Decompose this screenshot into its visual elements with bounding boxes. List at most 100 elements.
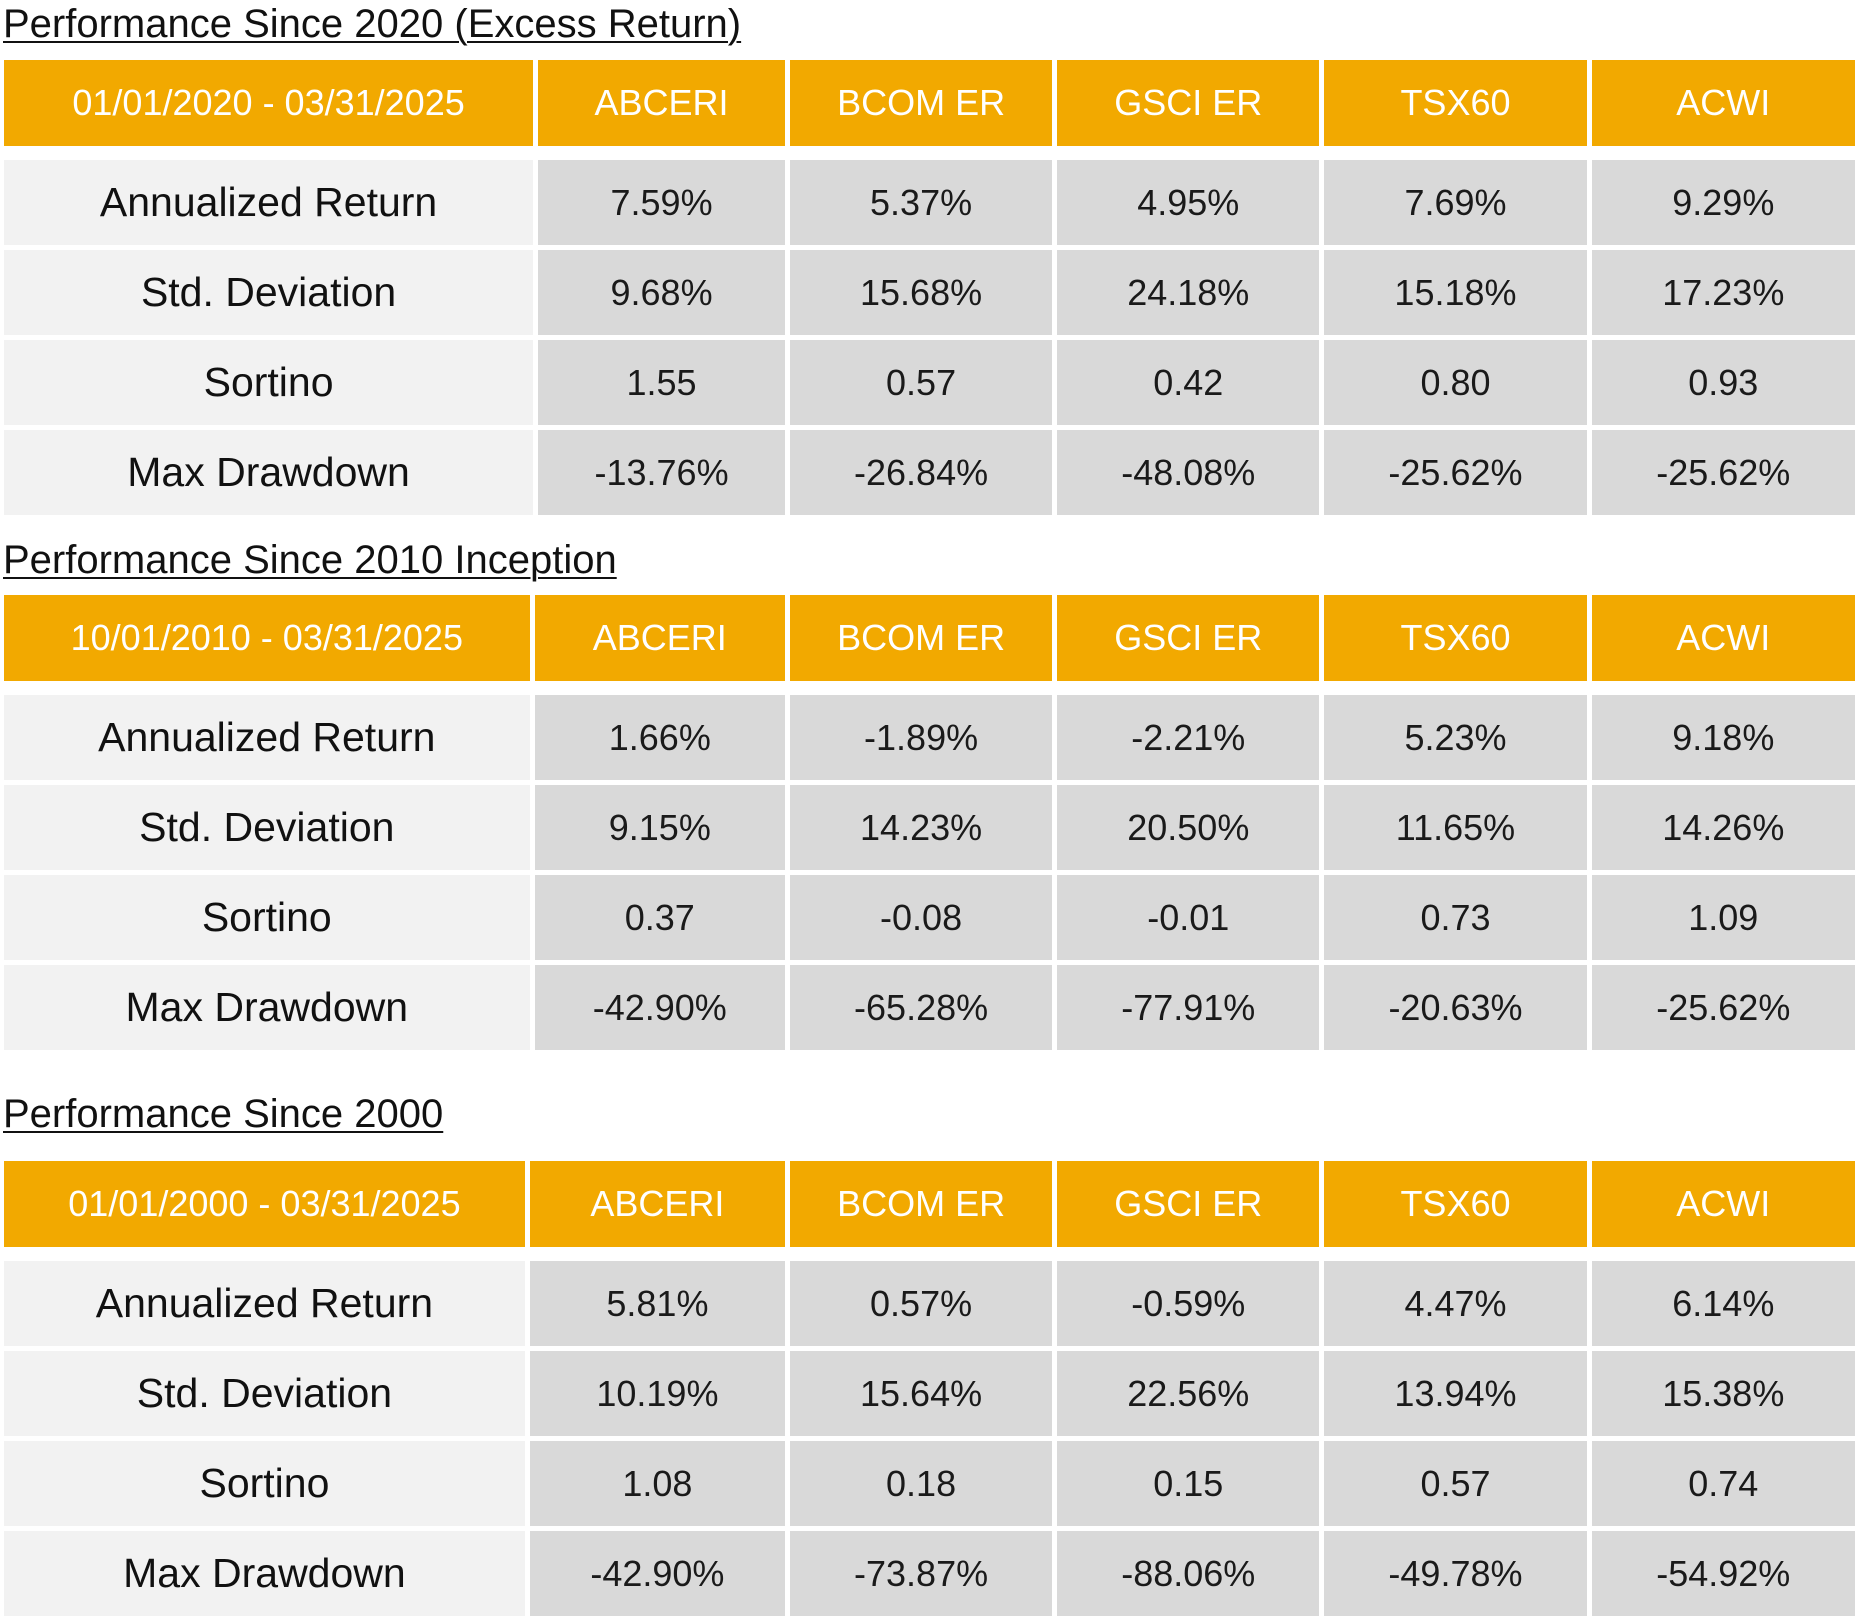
column-header-bcom-er: BCOM ER: [789, 60, 1053, 146]
value-cell: 20.50%: [1057, 785, 1320, 870]
value-cell: -54.92%: [1591, 1531, 1855, 1616]
value-cell: 1.09: [1591, 875, 1855, 960]
value-cell: 0.80: [1324, 340, 1587, 425]
value-cell: 17.23%: [1591, 250, 1855, 335]
row-label: Std. Deviation: [4, 1351, 525, 1436]
value-cell: 9.15%: [534, 785, 785, 870]
row-label: Sortino: [4, 1441, 525, 1526]
value-cell: 10.19%: [529, 1351, 785, 1436]
value-cell: -1.89%: [789, 695, 1053, 780]
value-cell: 6.14%: [1591, 1261, 1855, 1346]
table-header-row: 01/01/2020 - 03/31/2025 ABCERI BCOM ER G…: [4, 60, 1855, 146]
value-cell: -0.01: [1057, 875, 1320, 960]
row-label: Max Drawdown: [4, 430, 534, 515]
column-header-tsx60: TSX60: [1324, 60, 1587, 146]
value-cell: 0.93: [1591, 340, 1855, 425]
row-label: Annualized Return: [4, 160, 534, 245]
row-label: Sortino: [4, 875, 530, 960]
value-cell: -77.91%: [1057, 965, 1320, 1050]
column-header-gsci-er: GSCI ER: [1057, 60, 1320, 146]
section-title-2000: Performance Since 2000: [3, 1092, 444, 1136]
table-row: Sortino 1.08 0.18 0.15 0.57 0.74: [4, 1441, 1855, 1526]
table-row: Sortino 0.37 -0.08 -0.01 0.73 1.09: [4, 875, 1855, 960]
value-cell: 9.18%: [1591, 695, 1855, 780]
row-label: Annualized Return: [4, 1261, 525, 1346]
row-label: Sortino: [4, 340, 534, 425]
value-cell: 15.64%: [789, 1351, 1053, 1436]
value-cell: 1.08: [529, 1441, 785, 1526]
value-cell: -13.76%: [538, 430, 785, 515]
column-header-acwi: ACWI: [1591, 595, 1855, 681]
table-row: Max Drawdown -42.90% -73.87% -88.06% -49…: [4, 1531, 1855, 1616]
value-cell: -65.28%: [789, 965, 1053, 1050]
value-cell: -25.62%: [1591, 430, 1855, 515]
value-cell: 0.42: [1057, 340, 1320, 425]
value-cell: -20.63%: [1324, 965, 1587, 1050]
value-cell: 14.23%: [789, 785, 1053, 870]
value-cell: -0.59%: [1057, 1261, 1320, 1346]
value-cell: 7.69%: [1324, 160, 1587, 245]
value-cell: 1.66%: [534, 695, 785, 780]
table-row: Std. Deviation 9.68% 15.68% 24.18% 15.18…: [4, 250, 1855, 335]
value-cell: 5.23%: [1324, 695, 1587, 780]
value-cell: 4.47%: [1324, 1261, 1587, 1346]
table-row: Annualized Return 1.66% -1.89% -2.21% 5.…: [4, 695, 1855, 780]
value-cell: -0.08: [789, 875, 1053, 960]
value-cell: 13.94%: [1324, 1351, 1587, 1436]
column-header-gsci-er: GSCI ER: [1057, 1161, 1320, 1247]
value-cell: 15.68%: [789, 250, 1053, 335]
column-header-gsci-er: GSCI ER: [1057, 595, 1320, 681]
value-cell: -42.90%: [529, 1531, 785, 1616]
value-cell: -26.84%: [789, 430, 1053, 515]
column-header-abceri: ABCERI: [538, 60, 785, 146]
value-cell: 15.18%: [1324, 250, 1587, 335]
table-row: Std. Deviation 10.19% 15.64% 22.56% 13.9…: [4, 1351, 1855, 1436]
value-cell: 5.81%: [529, 1261, 785, 1346]
value-cell: -25.62%: [1324, 430, 1587, 515]
value-cell: 0.37: [534, 875, 785, 960]
table-row: Std. Deviation 9.15% 14.23% 20.50% 11.65…: [4, 785, 1855, 870]
table-header-row: 01/01/2000 - 03/31/2025 ABCERI BCOM ER G…: [4, 1161, 1855, 1247]
table-row: Max Drawdown -42.90% -65.28% -77.91% -20…: [4, 965, 1855, 1050]
column-header-acwi: ACWI: [1591, 1161, 1855, 1247]
column-header-acwi: ACWI: [1591, 60, 1855, 146]
value-cell: 22.56%: [1057, 1351, 1320, 1436]
period-header: 10/01/2010 - 03/31/2025: [4, 595, 530, 681]
section-title-2010: Performance Since 2010 Inception: [3, 538, 617, 582]
row-label: Std. Deviation: [4, 785, 530, 870]
value-cell: -25.62%: [1591, 965, 1855, 1050]
value-cell: 4.95%: [1057, 160, 1320, 245]
row-label: Annualized Return: [4, 695, 530, 780]
row-label: Std. Deviation: [4, 250, 534, 335]
value-cell: 1.55: [538, 340, 785, 425]
value-cell: 0.57%: [789, 1261, 1053, 1346]
row-label: Max Drawdown: [4, 965, 530, 1050]
value-cell: 0.57: [789, 340, 1053, 425]
value-cell: -2.21%: [1057, 695, 1320, 780]
value-cell: -42.90%: [534, 965, 785, 1050]
period-header: 01/01/2020 - 03/31/2025: [4, 60, 534, 146]
table-row: Sortino 1.55 0.57 0.42 0.80 0.93: [4, 340, 1855, 425]
value-cell: 15.38%: [1591, 1351, 1855, 1436]
table-row: Max Drawdown -13.76% -26.84% -48.08% -25…: [4, 430, 1855, 515]
section-title-2020: Performance Since 2020 (Excess Return): [3, 2, 742, 46]
column-header-bcom-er: BCOM ER: [789, 595, 1053, 681]
value-cell: 24.18%: [1057, 250, 1320, 335]
table-row: Annualized Return 5.81% 0.57% -0.59% 4.4…: [4, 1261, 1855, 1346]
value-cell: -73.87%: [789, 1531, 1053, 1616]
column-header-bcom-er: BCOM ER: [789, 1161, 1053, 1247]
value-cell: 7.59%: [538, 160, 785, 245]
column-header-abceri: ABCERI: [534, 595, 785, 681]
value-cell: 9.68%: [538, 250, 785, 335]
value-cell: 9.29%: [1591, 160, 1855, 245]
value-cell: 14.26%: [1591, 785, 1855, 870]
column-header-abceri: ABCERI: [529, 1161, 785, 1247]
value-cell: -88.06%: [1057, 1531, 1320, 1616]
value-cell: 5.37%: [789, 160, 1053, 245]
value-cell: -49.78%: [1324, 1531, 1587, 1616]
row-label: Max Drawdown: [4, 1531, 525, 1616]
table-header-row: 10/01/2010 - 03/31/2025 ABCERI BCOM ER G…: [4, 595, 1855, 681]
value-cell: 0.73: [1324, 875, 1587, 960]
table-row: Annualized Return 7.59% 5.37% 4.95% 7.69…: [4, 160, 1855, 245]
value-cell: 0.57: [1324, 1441, 1587, 1526]
